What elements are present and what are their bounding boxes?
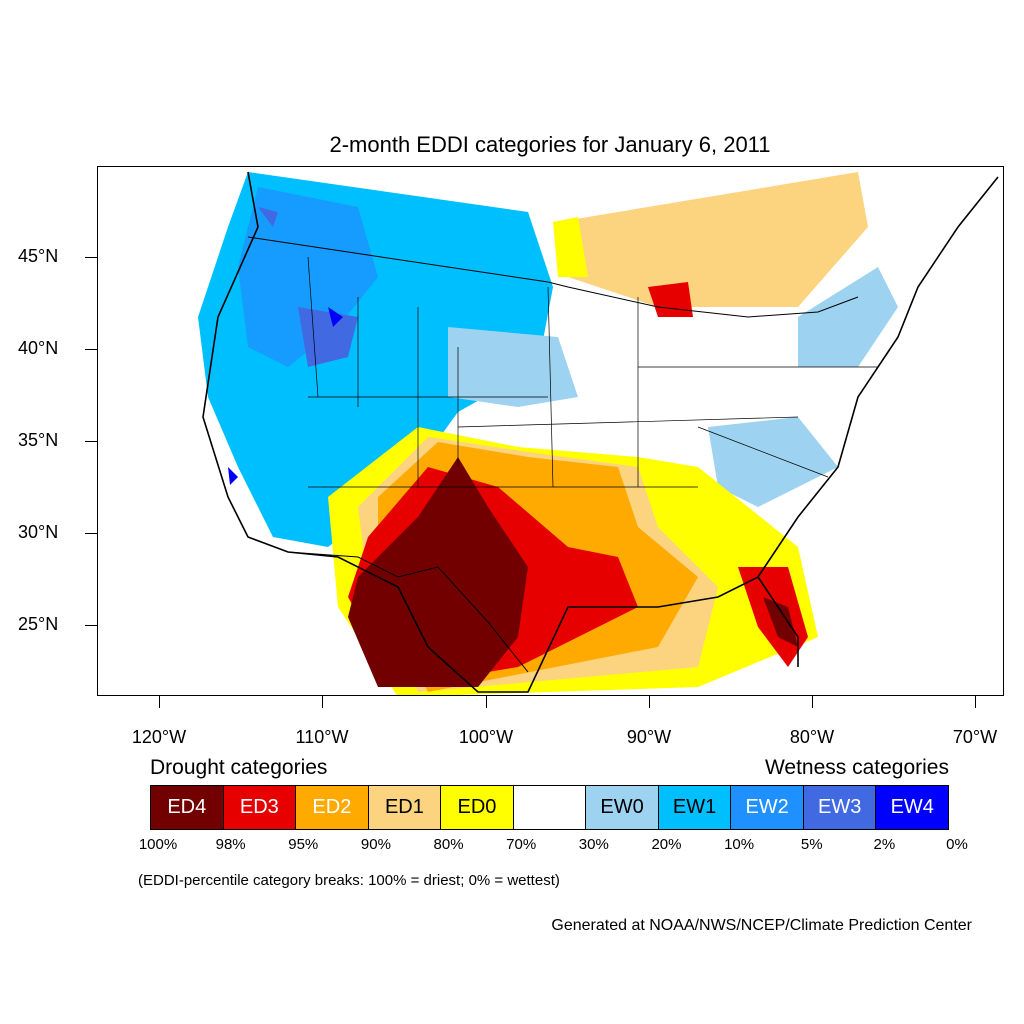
lat-tick-35 xyxy=(85,441,97,442)
percentile-label: 95% xyxy=(288,836,319,853)
wetness-heading: Wetness categories xyxy=(764,756,949,779)
legend-swatch-ed1: ED1 xyxy=(368,786,442,829)
percentile-label: 0% xyxy=(946,836,968,853)
upper-midwest-ed0 xyxy=(553,217,588,277)
state-lines xyxy=(307,256,878,488)
lon-tick-90 xyxy=(649,696,650,708)
lon-label-100: 100°W xyxy=(458,727,514,747)
lon-label-110: 110°W xyxy=(295,727,349,747)
legend-swatch-ew2: EW2 xyxy=(731,786,804,829)
percentile-label: 2% xyxy=(873,836,896,853)
eddi-map xyxy=(97,166,1004,696)
lat-label-25: 25°N xyxy=(18,614,59,634)
percentile-label: 30% xyxy=(578,836,609,853)
credit-text: Generated at NOAA/NWS/NCEP/Climate Predi… xyxy=(551,917,972,934)
percentile-label: 80% xyxy=(433,836,464,853)
northeast-ew xyxy=(798,267,898,367)
legend-swatch-ed0: ED0 xyxy=(441,786,514,829)
legend-swatch-ew1: EW1 xyxy=(658,786,732,829)
southern-ed4 xyxy=(348,457,528,687)
lon-tick-80 xyxy=(812,696,813,708)
lat-tick-40 xyxy=(85,349,97,350)
mexico-border xyxy=(287,551,529,673)
legend-swatch-ed3: ED3 xyxy=(223,786,297,829)
michigan-ed3 xyxy=(648,282,693,317)
lon-label-70: 70°W xyxy=(952,727,998,747)
lon-tick-100 xyxy=(486,696,487,708)
percentile-label: 20% xyxy=(651,836,682,853)
lat-label-40: 40°N xyxy=(18,338,59,358)
southeast-ew0 xyxy=(708,417,838,507)
canada-border xyxy=(247,236,859,318)
percentile-label: 90% xyxy=(360,836,391,853)
lon-tick-110 xyxy=(322,696,323,708)
lon-tick-70 xyxy=(975,696,976,708)
percentile-label: 5% xyxy=(800,836,823,853)
west-ew2-region xyxy=(238,187,378,367)
lat-tick-25 xyxy=(85,625,97,626)
legend-swatch-ew3: EW3 xyxy=(803,786,877,829)
map-title: 2-month EDDI categories for January 6, 2… xyxy=(329,132,771,157)
legend-swatch-ew0: EW0 xyxy=(586,786,659,829)
percentile-label: 98% xyxy=(215,836,246,853)
lat-label-35: 35°N xyxy=(18,430,59,450)
percentile-label: 70% xyxy=(506,836,537,853)
percentile-label: 10% xyxy=(724,836,755,853)
percentile-label: 100% xyxy=(138,836,178,853)
lon-label-120: 120°W xyxy=(131,727,187,747)
lon-tick-120 xyxy=(159,696,160,708)
drought-heading: Drought categories xyxy=(150,756,328,779)
color-legend: ED4 ED3 ED2 ED1 ED0 EW0 EW1 EW2 EW3 EW4 xyxy=(150,785,949,830)
lon-label-80: 80°W xyxy=(789,727,835,747)
lat-label-45: 45°N xyxy=(18,246,59,266)
category-note: (EDDI-percentile category breaks: 100% =… xyxy=(138,872,560,889)
map-canvas xyxy=(198,171,999,695)
northern-plains-ew0 xyxy=(448,327,578,407)
florida-ed4 xyxy=(763,597,798,647)
lon-label-90: 90°W xyxy=(626,727,672,747)
legend-swatch-ew4: EW4 xyxy=(876,786,949,829)
lat-tick-30 xyxy=(85,533,97,534)
legend-swatch-ed2: ED2 xyxy=(296,786,369,829)
upper-midwest-ed1 xyxy=(558,172,868,307)
lat-label-30: 30°N xyxy=(18,522,59,542)
legend-swatch-neutral xyxy=(513,786,587,829)
lat-tick-45 xyxy=(85,257,97,258)
legend-swatch-ed4: ED4 xyxy=(151,786,224,829)
